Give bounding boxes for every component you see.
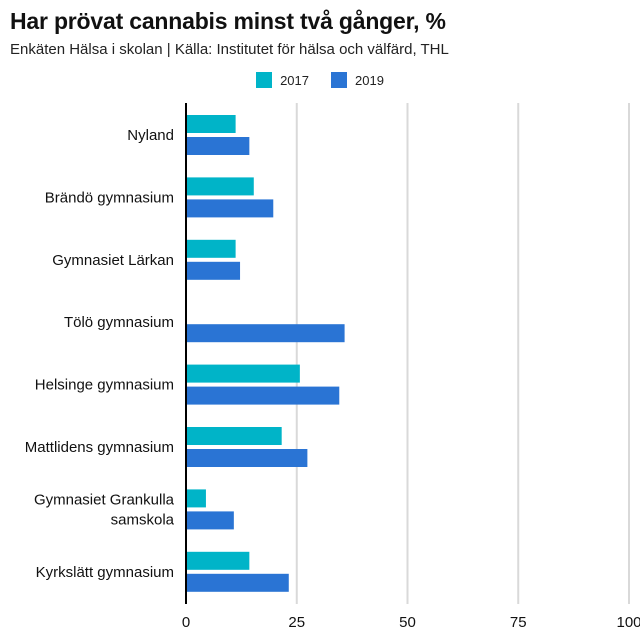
bar-2017-4 [186, 364, 300, 383]
x-tick-label-75: 75 [510, 614, 527, 631]
category-label-6-line-0: Gymnasiet Grankulla [34, 491, 175, 508]
bar-2019-3 [186, 324, 345, 343]
legend-label-2017: 2017 [280, 72, 309, 88]
category-label-1: Brändö gymnasium [45, 189, 174, 206]
category-label-5: Mattlidens gymnasium [25, 439, 174, 456]
bar-2019-0 [186, 137, 250, 155]
legend-swatch-2019 [331, 72, 347, 88]
bar-2019-4 [186, 386, 340, 405]
bar-2019-7 [186, 573, 289, 592]
x-tick-label-100: 100 [616, 614, 640, 631]
x-tick-label-0: 0 [182, 614, 190, 631]
category-label-6-line-1: samskola [111, 511, 175, 528]
category-label-0: Nyland [127, 127, 174, 144]
bar-2017-7 [186, 551, 250, 570]
chart-title: Har prövat cannabis minst två gånger, % [10, 8, 446, 34]
bar-2017-1 [186, 177, 254, 196]
category-label-7: Kyrkslätt gymnasium [36, 564, 174, 581]
bar-2019-6 [186, 511, 234, 530]
bar-2017-5 [186, 427, 282, 445]
bar-2019-1 [186, 199, 274, 218]
chart-subtitle: Enkäten Hälsa i skolan | Källa: Institut… [10, 41, 449, 58]
legend-swatch-2017 [256, 72, 273, 88]
legend-item-2019: 2019 [331, 72, 384, 88]
bar-2017-6 [186, 489, 206, 508]
category-label-2: Gymnasiet Lärkan [52, 252, 174, 269]
legend: 2017 2019 [0, 72, 640, 88]
legend-label-2019: 2019 [355, 72, 384, 88]
category-label-4: Helsinge gymnasium [35, 377, 174, 394]
bar-2017-0 [186, 115, 236, 133]
x-tick-label-50: 50 [399, 614, 416, 631]
legend-item-2017: 2017 [256, 72, 309, 88]
bar-2017-2 [186, 239, 236, 258]
category-label-3: Tölö gymnasium [64, 314, 174, 331]
bar-2019-2 [186, 261, 241, 280]
x-tick-label-25: 25 [288, 614, 305, 631]
bar-2019-5 [186, 449, 308, 467]
